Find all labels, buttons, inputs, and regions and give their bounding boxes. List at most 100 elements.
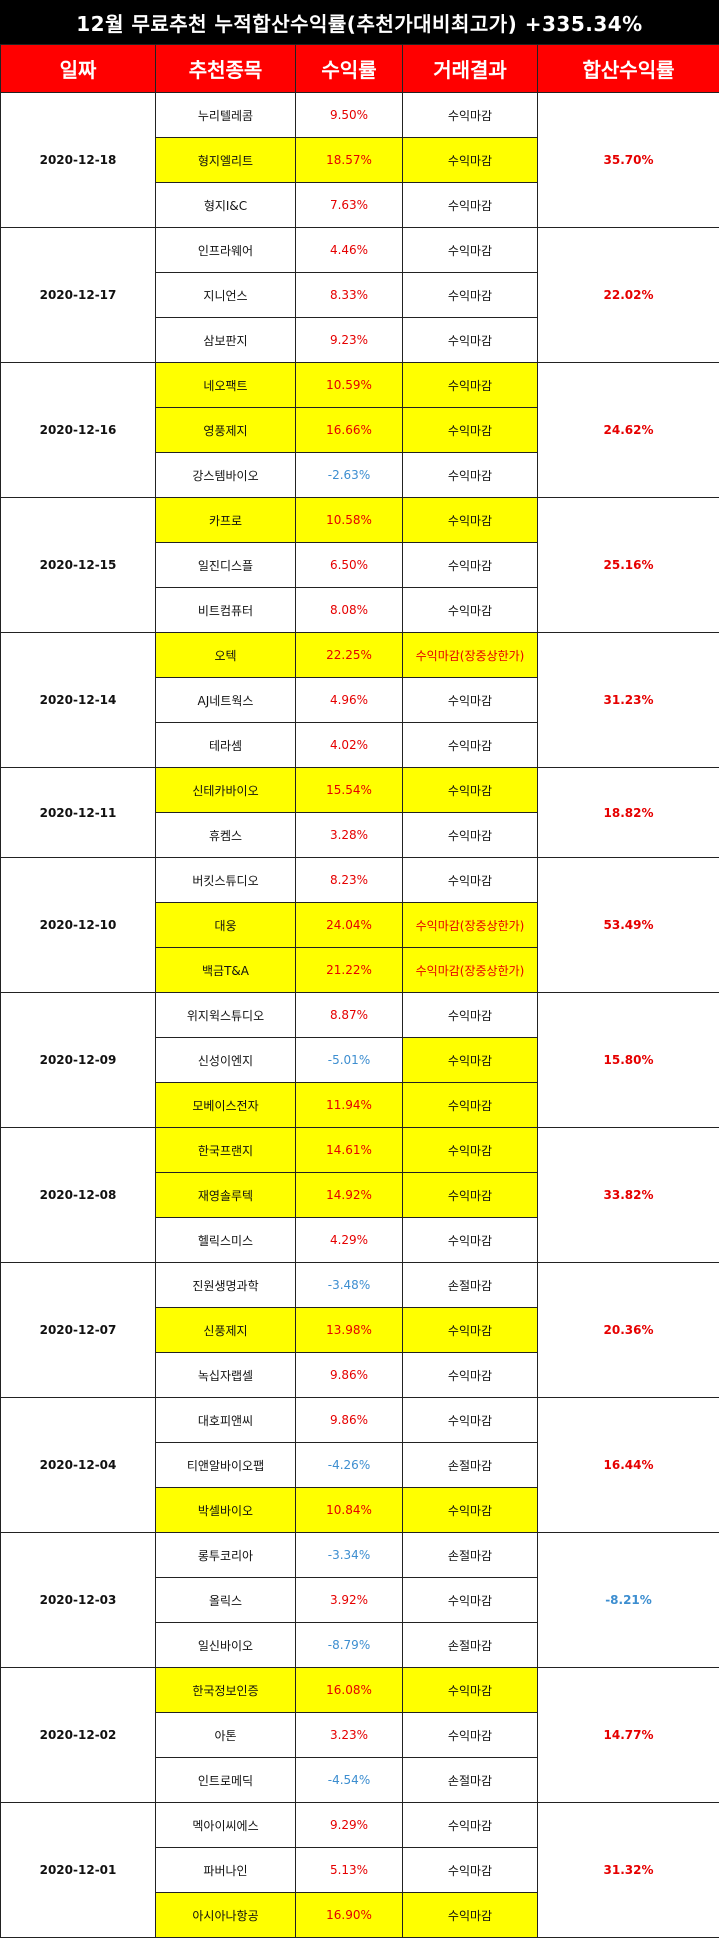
return-cell: 8.33% — [296, 273, 403, 318]
trade-result-cell: 수익마감 — [403, 183, 538, 228]
trade-result-cell: 손절마감 — [403, 1443, 538, 1488]
trade-result-cell: 수익마감 — [403, 723, 538, 768]
stock-name-cell: 버킷스튜디오 — [156, 858, 296, 903]
return-cell: 21.22% — [296, 948, 403, 993]
header-stock: 추천종목 — [156, 45, 296, 93]
return-cell: 10.84% — [296, 1488, 403, 1533]
date-cell: 2020-12-16 — [1, 363, 156, 498]
stock-name-cell: 한국정보인증 — [156, 1668, 296, 1713]
date-cell: 2020-12-15 — [1, 498, 156, 633]
trade-result-cell: 수익마감(장중상한가) — [403, 633, 538, 678]
stock-name-cell: 지니언스 — [156, 273, 296, 318]
stock-name-cell: 녹십자랩셀 — [156, 1353, 296, 1398]
stock-name-cell: 신풍제지 — [156, 1308, 296, 1353]
trade-result-cell: 수익마감 — [403, 1308, 538, 1353]
stock-name-cell: 백금T&A — [156, 948, 296, 993]
return-cell: 4.29% — [296, 1218, 403, 1263]
stock-name-cell: 신테카바이오 — [156, 768, 296, 813]
stock-name-cell: 테라셈 — [156, 723, 296, 768]
total-return-cell: 16.44% — [538, 1398, 719, 1533]
return-cell: 3.28% — [296, 813, 403, 858]
total-return-cell: 15.80% — [538, 993, 719, 1128]
trade-result-cell: 수익마감 — [403, 1713, 538, 1758]
return-cell: 4.96% — [296, 678, 403, 723]
header-return: 수익률 — [296, 45, 403, 93]
trade-result-cell: 수익마감 — [403, 1083, 538, 1128]
return-cell: -2.63% — [296, 453, 403, 498]
date-cell: 2020-12-18 — [1, 93, 156, 228]
trade-result-cell: 손절마감 — [403, 1263, 538, 1308]
stock-name-cell: 위지윅스튜디오 — [156, 993, 296, 1038]
stock-name-cell: 올릭스 — [156, 1578, 296, 1623]
stock-name-cell: AJ네트웍스 — [156, 678, 296, 723]
stock-name-cell: 박셀바이오 — [156, 1488, 296, 1533]
stock-name-cell: 일신바이오 — [156, 1623, 296, 1668]
date-cell: 2020-12-09 — [1, 993, 156, 1128]
return-cell: 4.46% — [296, 228, 403, 273]
return-cell: 14.92% — [296, 1173, 403, 1218]
stock-name-cell: 아시아나항공 — [156, 1893, 296, 1938]
trade-result-cell: 수익마감 — [403, 1398, 538, 1443]
total-return-cell: 31.32% — [538, 1803, 719, 1938]
trade-result-cell: 수익마감 — [403, 453, 538, 498]
stock-name-cell: 비트컴퓨터 — [156, 588, 296, 633]
return-cell: 7.63% — [296, 183, 403, 228]
page-title: 12월 무료추천 누적합산수익률(추천가대비최고가) +335.34% — [0, 0, 719, 44]
trade-result-cell: 수익마감 — [403, 993, 538, 1038]
trade-result-cell: 수익마감 — [403, 1128, 538, 1173]
stock-name-cell: 티앤알바이오팹 — [156, 1443, 296, 1488]
total-return-cell: 24.62% — [538, 363, 719, 498]
return-cell: 4.02% — [296, 723, 403, 768]
return-cell: -4.54% — [296, 1758, 403, 1803]
stock-name-cell: 한국프랜지 — [156, 1128, 296, 1173]
return-cell: 22.25% — [296, 633, 403, 678]
stock-name-cell: 영풍제지 — [156, 408, 296, 453]
return-cell: 16.90% — [296, 1893, 403, 1938]
stock-name-cell: 인트로메딕 — [156, 1758, 296, 1803]
stock-name-cell: 삼보판지 — [156, 318, 296, 363]
trade-result-cell: 수익마감 — [403, 1893, 538, 1938]
return-cell: 9.86% — [296, 1353, 403, 1398]
return-cell: 14.61% — [296, 1128, 403, 1173]
trade-result-cell: 수익마감 — [403, 1353, 538, 1398]
trade-result-cell: 수익마감 — [403, 1173, 538, 1218]
trade-result-cell: 수익마감 — [403, 1218, 538, 1263]
total-return-cell: 31.23% — [538, 633, 719, 768]
trade-result-cell: 수익마감 — [403, 1668, 538, 1713]
total-return-cell: 20.36% — [538, 1263, 719, 1398]
header-total-return: 합산수익률 — [538, 45, 719, 93]
stock-name-cell: 롱투코리아 — [156, 1533, 296, 1578]
header-date: 일짜 — [1, 45, 156, 93]
date-cell: 2020-12-14 — [1, 633, 156, 768]
return-cell: 16.66% — [296, 408, 403, 453]
return-cell: 9.23% — [296, 318, 403, 363]
stock-name-cell: 진원생명과학 — [156, 1263, 296, 1308]
trade-result-cell: 손절마감 — [403, 1758, 538, 1803]
trade-result-cell: 수익마감 — [403, 318, 538, 363]
trade-result-cell: 수익마감 — [403, 543, 538, 588]
stock-name-cell: 아톤 — [156, 1713, 296, 1758]
return-cell: 24.04% — [296, 903, 403, 948]
date-cell: 2020-12-07 — [1, 1263, 156, 1398]
date-cell: 2020-12-02 — [1, 1668, 156, 1803]
total-return-cell: -8.21% — [538, 1533, 719, 1668]
date-cell: 2020-12-01 — [1, 1803, 156, 1938]
return-cell: 10.58% — [296, 498, 403, 543]
total-return-cell: 25.16% — [538, 498, 719, 633]
return-cell: 3.23% — [296, 1713, 403, 1758]
stock-name-cell: 신성이엔지 — [156, 1038, 296, 1083]
trade-result-cell: 손절마감 — [403, 1533, 538, 1578]
trade-result-cell: 수익마감 — [403, 408, 538, 453]
trade-result-cell: 수익마감 — [403, 1578, 538, 1623]
return-cell: 9.29% — [296, 1803, 403, 1848]
trade-result-cell: 수익마감(장중상한가) — [403, 903, 538, 948]
trade-result-cell: 수익마감 — [403, 1848, 538, 1893]
trade-result-cell: 수익마감 — [403, 768, 538, 813]
